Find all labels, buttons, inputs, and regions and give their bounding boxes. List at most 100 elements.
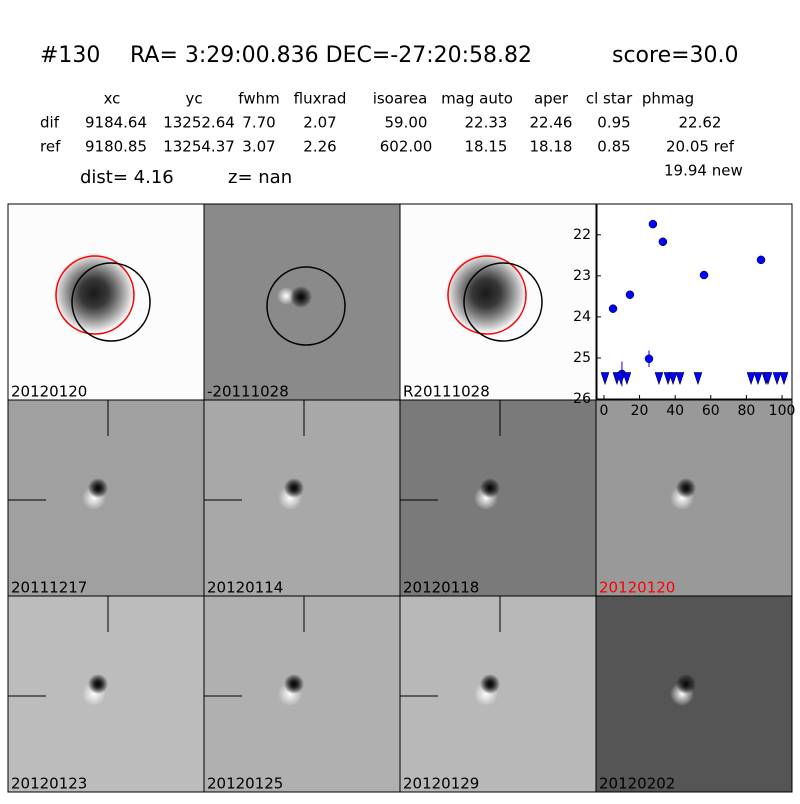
score: score=30.0 bbox=[612, 43, 739, 68]
black-circle bbox=[71, 262, 151, 342]
column-header: aper bbox=[534, 90, 569, 108]
black-lobe bbox=[284, 674, 304, 694]
x-tick-label: 80 bbox=[737, 403, 755, 419]
panel-label: 20120129 bbox=[403, 775, 479, 793]
upper-limit bbox=[753, 372, 763, 386]
table-cell: 22.33 bbox=[465, 114, 508, 132]
point bbox=[608, 304, 618, 313]
table-cell: 18.18 bbox=[530, 138, 573, 156]
upper-limit bbox=[616, 372, 626, 386]
x-tick-label: 100 bbox=[769, 403, 796, 419]
candidate-id: #130 bbox=[40, 43, 100, 68]
point bbox=[658, 237, 668, 247]
upper-limit bbox=[675, 372, 685, 386]
redshift: z= nan bbox=[228, 167, 292, 188]
y-tick-label: 26 bbox=[573, 391, 591, 407]
red-circle bbox=[447, 255, 527, 335]
table-cell: 20.05 ref bbox=[666, 138, 735, 156]
black-lobe bbox=[284, 478, 304, 498]
table-cell: 22.62 bbox=[679, 114, 722, 132]
upper-limit bbox=[763, 372, 773, 386]
image-panel: 20120123 bbox=[7, 595, 205, 793]
upper-limit bbox=[772, 372, 782, 386]
upper-limit bbox=[693, 372, 703, 386]
y-tick-label: 24 bbox=[573, 309, 591, 325]
table-cell: 22.46 bbox=[530, 114, 573, 132]
column-header: phmag bbox=[642, 90, 694, 108]
upper-limit bbox=[654, 372, 664, 386]
table-cell: 0.85 bbox=[597, 138, 630, 156]
plot-area bbox=[596, 203, 793, 400]
column-header: yc bbox=[185, 90, 202, 108]
upper-limit bbox=[622, 372, 632, 386]
point bbox=[625, 290, 635, 299]
table-cell: 9184.64 bbox=[85, 114, 147, 132]
image-panel: 20120125 bbox=[203, 595, 401, 793]
column-header: isoarea bbox=[373, 90, 428, 108]
image-panel: R20111028 bbox=[399, 203, 597, 401]
image-panel: 20120120 bbox=[7, 203, 205, 401]
panel-label: -20111028 bbox=[207, 383, 289, 401]
upper-limit bbox=[600, 372, 610, 386]
black-lobe bbox=[676, 478, 696, 498]
panel-label: 20120114 bbox=[207, 579, 283, 597]
black-lobe bbox=[88, 674, 108, 694]
black-lobe bbox=[290, 286, 312, 308]
y-tick-label: 25 bbox=[573, 350, 591, 366]
black-lobe bbox=[676, 674, 696, 694]
point bbox=[648, 219, 658, 229]
table-cell: 2.26 bbox=[303, 138, 336, 156]
table-cell: 2.07 bbox=[303, 114, 336, 132]
image-panel: 20120202 bbox=[595, 595, 793, 793]
y-tick-label: 23 bbox=[573, 268, 591, 284]
panel-label: 20120123 bbox=[11, 775, 87, 793]
upper-limit bbox=[668, 372, 678, 386]
point bbox=[699, 270, 709, 280]
panel-label: R20111028 bbox=[403, 383, 490, 401]
image-panel: 20120118 bbox=[399, 399, 597, 597]
x-tick-label: 0 bbox=[599, 403, 608, 419]
table-cell: 7.70 bbox=[242, 114, 275, 132]
black-lobe bbox=[88, 478, 108, 498]
table-cell: 18.15 bbox=[465, 138, 508, 156]
red-circle bbox=[55, 255, 135, 335]
black-lobe bbox=[480, 674, 500, 694]
image-panel: 20111217 bbox=[7, 399, 205, 597]
column-header: fwhm bbox=[238, 90, 279, 108]
panel-label: 20120118 bbox=[403, 579, 479, 597]
panel-label: 20120120 bbox=[11, 383, 87, 401]
black-circle bbox=[463, 262, 543, 342]
table-cell: 602.00 bbox=[380, 138, 433, 156]
y-tick-label: 22 bbox=[573, 227, 591, 243]
x-tick-label: 20 bbox=[631, 403, 649, 419]
panel-label: 20120120 bbox=[599, 579, 675, 597]
column-header: mag auto bbox=[441, 90, 513, 108]
x-tick-label: 40 bbox=[666, 403, 684, 419]
column-header: xc bbox=[104, 90, 121, 108]
image-panel: 20120114 bbox=[203, 399, 401, 597]
point bbox=[756, 255, 766, 265]
phmag-new: 19.94 new bbox=[664, 162, 743, 180]
panel-label: 20120202 bbox=[599, 775, 675, 793]
coordinates: RA= 3:29:00.836 DEC=-27:20:58.82 bbox=[130, 43, 532, 68]
table-cell: 13252.64 bbox=[163, 114, 235, 132]
upper-limit bbox=[746, 372, 756, 386]
table-cell: 13254.37 bbox=[163, 138, 235, 156]
white-lobe bbox=[277, 287, 295, 305]
panel-label: 20120125 bbox=[207, 775, 283, 793]
table-cell: 3.07 bbox=[242, 138, 275, 156]
column-header: cl star bbox=[586, 90, 633, 108]
x-tick-label: 60 bbox=[702, 403, 720, 419]
table-cell: 9180.85 bbox=[85, 138, 147, 156]
point bbox=[644, 354, 654, 364]
table-cell: 59.00 bbox=[385, 114, 428, 132]
upper-limit bbox=[779, 372, 789, 386]
image-panel: -20111028 bbox=[203, 203, 401, 401]
image-panel: 20120129 bbox=[399, 595, 597, 793]
image-panel: 20120120 bbox=[595, 399, 793, 597]
row-label: ref bbox=[40, 138, 61, 156]
black-lobe bbox=[480, 478, 500, 498]
dist: dist= 4.16 bbox=[80, 167, 174, 188]
black-circle bbox=[266, 266, 346, 346]
